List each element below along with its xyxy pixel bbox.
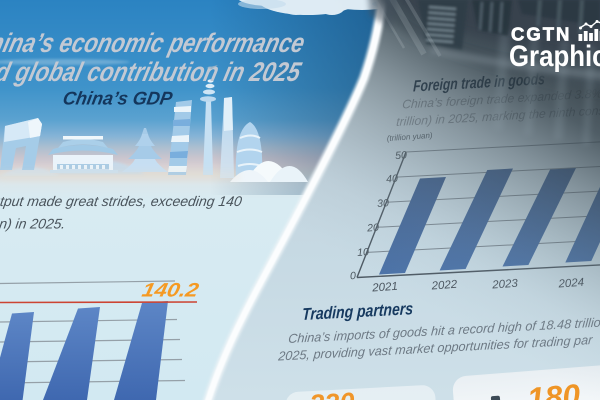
svg-text:China’s economic output made g: China’s economic output made great strid… xyxy=(0,193,243,209)
svg-text:trillion yuan (about $19.5 tri: trillion yuan (about $19.5 trillion) in … xyxy=(0,216,67,232)
svg-text:CGTN: CGTN xyxy=(511,24,571,45)
svg-text:and global contribution in 202: and global contribution in 2025 xyxy=(0,56,305,87)
svg-text:China’s economic performance: China’s economic performance xyxy=(0,27,308,58)
svg-text:140.2: 140.2 xyxy=(140,280,201,302)
svg-text:China’s GDP: China’s GDP xyxy=(61,88,174,109)
svg-text:Graphics: Graphics xyxy=(509,39,600,72)
